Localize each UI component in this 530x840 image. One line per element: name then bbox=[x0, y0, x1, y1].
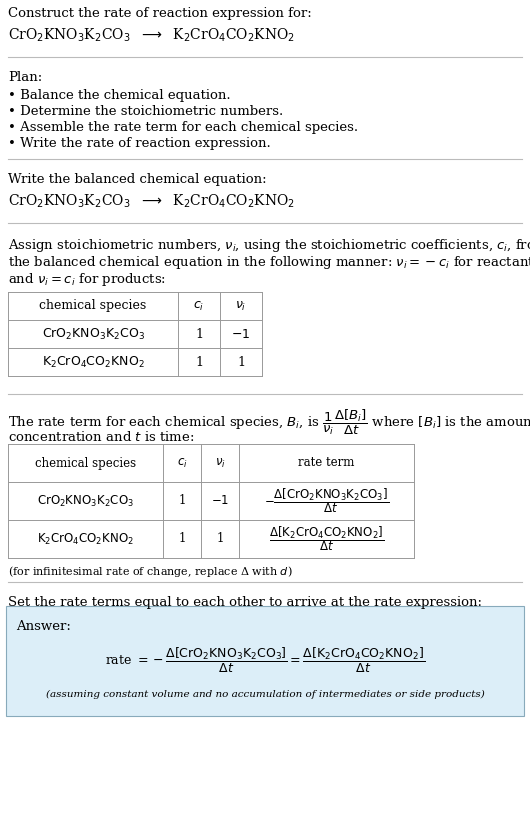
Text: concentration and $t$ is time:: concentration and $t$ is time: bbox=[8, 430, 195, 444]
Text: $\mathrm{CrO_2KNO_3K_2CO_3}$: $\mathrm{CrO_2KNO_3K_2CO_3}$ bbox=[41, 327, 145, 342]
Text: $\mathrm{CrO_2KNO_3K_2CO_3}$: $\mathrm{CrO_2KNO_3K_2CO_3}$ bbox=[37, 493, 134, 508]
Text: $-1$: $-1$ bbox=[232, 328, 251, 340]
Text: $\nu_i$: $\nu_i$ bbox=[215, 456, 225, 470]
Text: • Determine the stoichiometric numbers.: • Determine the stoichiometric numbers. bbox=[8, 105, 283, 118]
Text: $\dfrac{\Delta[\mathrm{K_2CrO_4CO_2KNO_2}]}{\Delta t}$: $\dfrac{\Delta[\mathrm{K_2CrO_4CO_2KNO_2… bbox=[269, 525, 384, 554]
Text: Set the rate terms equal to each other to arrive at the rate expression:: Set the rate terms equal to each other t… bbox=[8, 596, 482, 609]
Text: • Assemble the rate term for each chemical species.: • Assemble the rate term for each chemic… bbox=[8, 121, 358, 134]
Text: 1: 1 bbox=[195, 355, 203, 369]
Text: 1: 1 bbox=[195, 328, 203, 340]
Text: $\mathrm{K_2CrO_4CO_2KNO_2}$: $\mathrm{K_2CrO_4CO_2KNO_2}$ bbox=[37, 532, 134, 547]
Text: Plan:: Plan: bbox=[8, 71, 42, 84]
Text: CrO$_2$KNO$_3$K$_2$CO$_3$  $\longrightarrow$  K$_2$CrO$_4$CO$_2$KNO$_2$: CrO$_2$KNO$_3$K$_2$CO$_3$ $\longrightarr… bbox=[8, 193, 295, 210]
Text: rate $= -\dfrac{\Delta[\mathrm{CrO_2KNO_3K_2CO_3}]}{\Delta t} = \dfrac{\Delta[\m: rate $= -\dfrac{\Delta[\mathrm{CrO_2KNO_… bbox=[105, 645, 425, 675]
Text: • Balance the chemical equation.: • Balance the chemical equation. bbox=[8, 89, 231, 102]
Text: rate term: rate term bbox=[298, 456, 355, 470]
Text: • Write the rate of reaction expression.: • Write the rate of reaction expression. bbox=[8, 137, 271, 150]
Text: (assuming constant volume and no accumulation of intermediates or side products): (assuming constant volume and no accumul… bbox=[46, 690, 484, 699]
Text: the balanced chemical equation in the following manner: $\nu_i = -c_i$ for react: the balanced chemical equation in the fo… bbox=[8, 254, 530, 271]
Text: The rate term for each chemical species, $B_i$, is $\dfrac{1}{\nu_i}\dfrac{\Delt: The rate term for each chemical species,… bbox=[8, 408, 530, 438]
Text: Assign stoichiometric numbers, $\nu_i$, using the stoichiometric coefficients, $: Assign stoichiometric numbers, $\nu_i$, … bbox=[8, 237, 530, 254]
Text: $c_i$: $c_i$ bbox=[176, 456, 188, 470]
FancyBboxPatch shape bbox=[6, 606, 524, 716]
Text: $\mathrm{K_2CrO_4CO_2KNO_2}$: $\mathrm{K_2CrO_4CO_2KNO_2}$ bbox=[42, 354, 144, 370]
Text: chemical species: chemical species bbox=[39, 300, 147, 312]
Text: $-1$: $-1$ bbox=[211, 495, 229, 507]
Text: Answer:: Answer: bbox=[16, 620, 71, 633]
Text: 1: 1 bbox=[178, 533, 186, 545]
Text: $c_i$: $c_i$ bbox=[193, 299, 205, 312]
Text: 1: 1 bbox=[178, 495, 186, 507]
Text: 1: 1 bbox=[216, 533, 224, 545]
Text: $\nu_i$: $\nu_i$ bbox=[235, 299, 246, 312]
Text: 1: 1 bbox=[237, 355, 245, 369]
Text: Construct the rate of reaction expression for:: Construct the rate of reaction expressio… bbox=[8, 7, 312, 20]
Text: Write the balanced chemical equation:: Write the balanced chemical equation: bbox=[8, 173, 267, 186]
Text: (for infinitesimal rate of change, replace Δ with $d$): (for infinitesimal rate of change, repla… bbox=[8, 564, 293, 579]
Text: chemical species: chemical species bbox=[35, 456, 136, 470]
Text: CrO$_2$KNO$_3$K$_2$CO$_3$  $\longrightarrow$  K$_2$CrO$_4$CO$_2$KNO$_2$: CrO$_2$KNO$_3$K$_2$CO$_3$ $\longrightarr… bbox=[8, 27, 295, 45]
Text: $-\dfrac{\Delta[\mathrm{CrO_2KNO_3K_2CO_3}]}{\Delta t}$: $-\dfrac{\Delta[\mathrm{CrO_2KNO_3K_2CO_… bbox=[264, 486, 389, 516]
Text: and $\nu_i = c_i$ for products:: and $\nu_i = c_i$ for products: bbox=[8, 271, 166, 288]
